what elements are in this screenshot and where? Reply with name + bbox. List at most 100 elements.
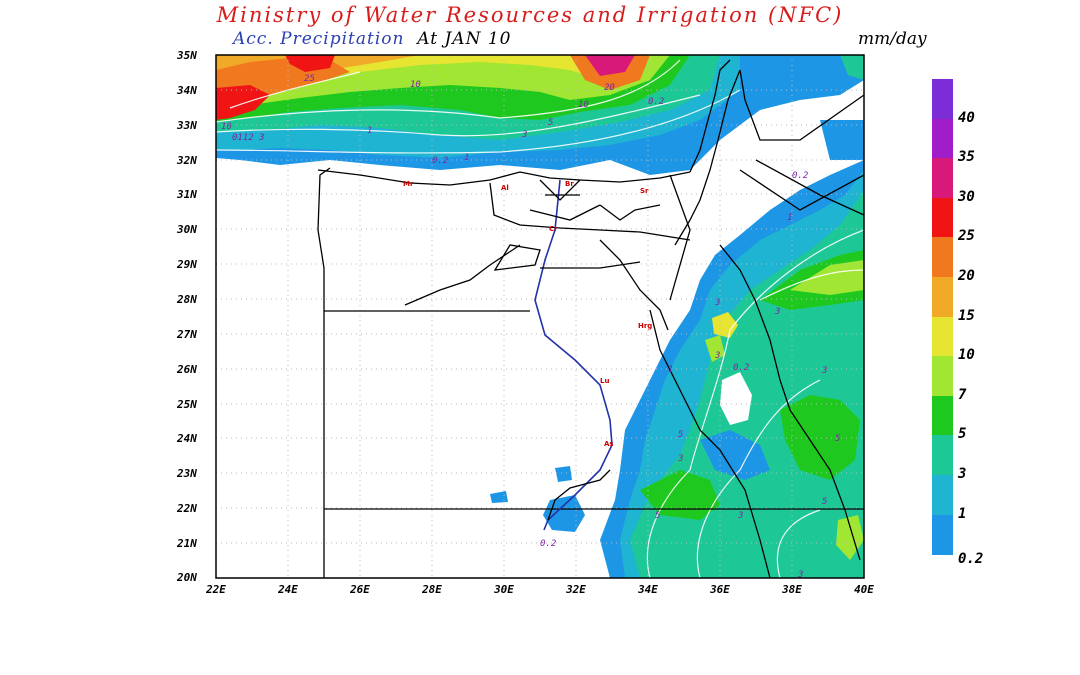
contour-label: 3	[797, 570, 803, 580]
contour-label: 1	[668, 365, 673, 375]
contour-labels: 25 10 20 10 0.2 5 3 1 0.2 1 10 0112 3 0.…	[221, 74, 840, 580]
dry-pocket	[720, 372, 752, 425]
red-sea-west-coast	[649, 309, 771, 578]
contour-label: 3	[521, 130, 527, 140]
contour-label: 5	[822, 497, 827, 507]
colorbar-label: 5	[958, 426, 967, 443]
colorbar-swatch	[932, 158, 953, 199]
mediterranean-coast	[317, 169, 691, 186]
lon-label: 28E	[422, 583, 442, 596]
contour-label: 25	[304, 74, 315, 84]
contour-label: 0112	[232, 133, 254, 143]
lat-label: 31N	[177, 188, 197, 201]
saudi-jordan	[739, 169, 864, 211]
contour-label: 3	[677, 454, 683, 464]
arabia-coast	[719, 244, 861, 561]
city-marker: Br	[565, 180, 574, 188]
levant-coast	[689, 59, 731, 173]
nile	[534, 179, 613, 531]
map-subtitle: Acc. Precipitation At JAN 10	[233, 29, 511, 49]
map-frame	[215, 54, 865, 579]
city-markers: Mr Al Cr Sr Br Hrg Lu As	[403, 180, 652, 448]
egypt-admin-2	[404, 244, 521, 306]
subtitle-date: At JAN 10	[417, 29, 512, 49]
precip-region-east-10	[712, 312, 738, 338]
contour-label: 1	[787, 213, 792, 223]
contour-label: 3	[258, 133, 264, 143]
lon-label: 38E	[782, 583, 802, 596]
contour-label: 3	[821, 366, 827, 376]
egypt-admin-4	[493, 244, 541, 271]
city-marker: Sr	[640, 187, 649, 195]
colorbar-label: 20	[958, 268, 975, 284]
colorbar-label: 1	[958, 505, 967, 522]
contour-label: 5	[678, 430, 683, 440]
lat-label: 33N	[177, 119, 197, 132]
lon-label: 34E	[638, 583, 658, 596]
colorbar-swatch	[932, 197, 953, 238]
colorbar-label: 40	[958, 109, 975, 126]
colorbar-label: 3	[958, 466, 967, 482]
lat-label: 26N	[177, 363, 197, 376]
aqaba-gulf	[674, 69, 741, 246]
contour-label: 5	[548, 118, 553, 128]
sinai-admin	[599, 204, 661, 221]
lat-label: 23N	[177, 467, 197, 480]
contour-label: 5	[835, 434, 840, 444]
colorbar-swatch	[932, 395, 953, 436]
precip-region-25c	[585, 55, 635, 76]
contour-label: 3	[774, 307, 780, 317]
lat-label: 20N	[177, 571, 197, 584]
egypt-admin-3	[540, 261, 641, 269]
jordan-iraq	[755, 159, 864, 216]
colorbar-swatch	[932, 79, 953, 120]
map-title: Ministry of Water Resources and Irrigati…	[216, 3, 844, 27]
colorbar-swatch	[932, 118, 953, 159]
boundaries	[317, 59, 864, 578]
precip-region-25b	[285, 55, 335, 72]
contour-label: 0.2	[792, 171, 808, 181]
lat-label: 21N	[177, 537, 197, 550]
contour-label: 1	[367, 126, 372, 136]
colorbar-label: 0.2	[958, 551, 984, 568]
precip-region-east-7a	[790, 260, 864, 295]
lon-label: 36E	[710, 583, 730, 596]
lat-label: 25N	[177, 398, 197, 411]
lon-label: 22E	[206, 583, 226, 596]
egypt-admin-1	[489, 182, 691, 241]
contour-label: 10	[410, 80, 421, 90]
contour-label: 0.2	[540, 539, 556, 549]
colorbar-swatch	[932, 277, 953, 318]
sinai-east	[669, 174, 691, 301]
precip-region-east-5b	[780, 395, 860, 480]
suez-gulf	[599, 239, 669, 331]
lat-label: 32N	[177, 154, 197, 167]
contour-label: 0.2	[733, 363, 749, 373]
lat-label: 29N	[177, 258, 197, 271]
lat-label: 30N	[177, 223, 197, 236]
colorbar-swatch	[932, 514, 953, 555]
precip-region-25	[216, 85, 270, 120]
colorbar-swatch	[932, 237, 953, 278]
lat-label: 24N	[177, 432, 197, 445]
units-label: mm/day	[858, 29, 927, 49]
city-marker: Mr	[403, 180, 414, 188]
city-marker: Al	[501, 184, 509, 192]
city-marker: As	[604, 440, 614, 448]
colorbar-swatch	[932, 356, 953, 397]
sudan-nile	[547, 469, 611, 521]
lon-label: 32E	[566, 583, 586, 596]
lat-label: 22N	[177, 502, 197, 515]
jordan-border	[739, 69, 864, 141]
colorbar-label: 15	[958, 307, 975, 324]
lat-label: 28N	[177, 293, 197, 306]
contour-label: 10	[578, 100, 589, 110]
subtitle-variable: Acc. Precipitation	[233, 29, 405, 49]
contour-label: 1	[464, 153, 469, 163]
contour-label: 5	[655, 511, 660, 521]
lon-label: 40E	[854, 583, 874, 596]
contour-label: 10	[221, 122, 232, 132]
colorbar-label: 25	[958, 228, 975, 245]
precip-region-east-5c	[640, 470, 720, 520]
